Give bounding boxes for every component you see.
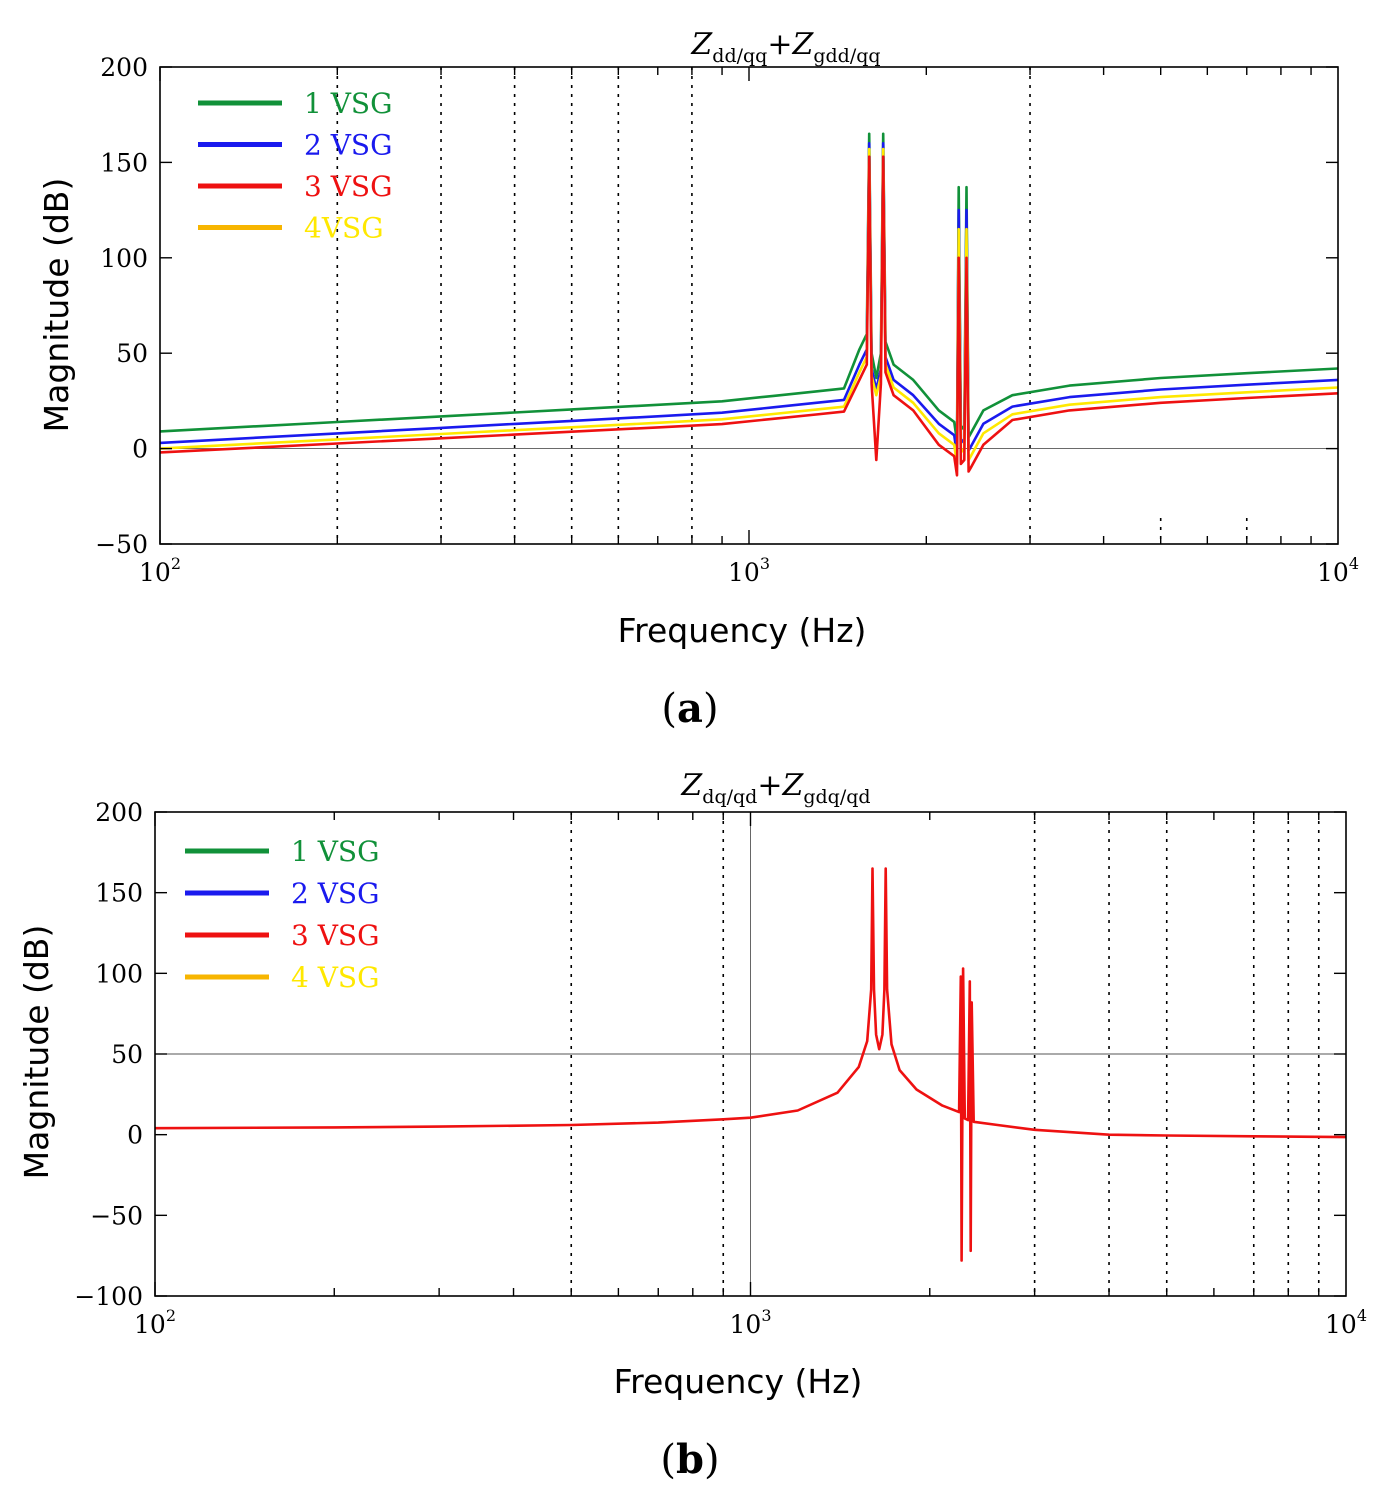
- chart-b-x-tick-label: 102: [134, 1306, 176, 1339]
- chart-a-legend-label: 1 VSG: [304, 87, 392, 120]
- chart-a: Zdd/qq+Zgdd/qq 200 150 100 50 0 −50 102 103 104…: [37, 27, 1359, 732]
- chart-a-y-tick-label: −50: [95, 530, 148, 559]
- chart-b-ticks: [154, 811, 1346, 1297]
- chart-a-series-line: [159, 155, 1339, 477]
- chart-a-y-label: Magnitude (dB): [37, 178, 76, 433]
- chart-a-x-label: Frequency (Hz): [618, 611, 867, 650]
- chart-a-legend-label: 4VSG: [304, 212, 384, 245]
- chart-b-x-label: Frequency (Hz): [614, 1362, 863, 1401]
- chart-a-title: Zdd/qq+Zgdd/qq: [690, 27, 880, 67]
- chart-b-curves: [154, 867, 1347, 1262]
- chart-b-y-tick-label: −50: [90, 1201, 143, 1230]
- chart-b-caption: (b): [660, 1436, 719, 1483]
- chart-a-y-tick-label: 0: [132, 435, 148, 464]
- chart-b-y-tick-labels: 200 150 100 50 0 −50 −100: [74, 798, 143, 1311]
- chart-a-caption: (a): [661, 685, 718, 732]
- chart-b-legend: 1 VSG 2 VSG 3 VSG 4 VSG: [185, 835, 379, 994]
- chart-a-curves: [159, 132, 1339, 477]
- chart-b-title: Zdq/qd+Zgdq/qd: [680, 768, 870, 808]
- chart-b-grid: [155, 812, 1346, 1296]
- chart-a-legend: 1 VSG 2 VSG 3 VSG 4VSG: [198, 87, 392, 245]
- chart-a-x-tick-label: 103: [728, 554, 770, 587]
- chart-b-x-tick-label: 104: [1325, 1306, 1367, 1339]
- chart-b-y-label: Magnitude (dB): [17, 925, 56, 1180]
- chart-b-y-tick-label: 200: [95, 798, 143, 827]
- chart-b-y-tick-label: 150: [95, 879, 143, 908]
- chart-a-legend-label: 3 VSG: [304, 170, 392, 203]
- chart-a-ticks: [159, 66, 1338, 545]
- chart-a-legend-label: 2 VSG: [304, 129, 392, 162]
- chart-a-y-tick-label: 150: [100, 148, 148, 177]
- chart-b-y-tick-label: −100: [74, 1282, 143, 1311]
- chart-b-x-tick-labels: 102 103 104: [134, 1306, 1367, 1339]
- chart-a-y-tick-labels: 200 150 100 50 0 −50: [95, 53, 148, 559]
- chart-a-x-tick-labels: 102 103 104: [139, 554, 1359, 587]
- chart-a-x-tick-label: 102: [139, 554, 181, 587]
- chart-b-legend-label: 3 VSG: [291, 919, 379, 952]
- chart-b-legend-label: 4 VSG: [291, 961, 379, 994]
- chart-a-grid: [160, 67, 1338, 544]
- chart-a-y-tick-label: 100: [100, 244, 148, 273]
- chart-b-y-tick-label: 100: [95, 959, 143, 988]
- chart-b-series-line: [154, 867, 1347, 1262]
- chart-b-x-tick-label: 103: [730, 1306, 772, 1339]
- chart-b-y-tick-label: 50: [111, 1040, 143, 1069]
- chart-b-legend-label: 1 VSG: [291, 835, 379, 868]
- chart-a-x-tick-label: 104: [1317, 554, 1359, 587]
- chart-a-y-tick-label: 200: [100, 53, 148, 82]
- chart-a-y-tick-label: 50: [116, 339, 148, 368]
- chart-b-y-tick-label: 0: [127, 1121, 143, 1150]
- chart-b-legend-label: 2 VSG: [291, 877, 379, 910]
